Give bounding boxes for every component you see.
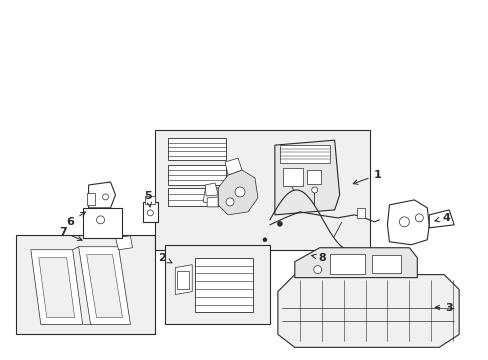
Bar	[279, 145, 329, 163]
Text: 2: 2	[158, 253, 172, 263]
Bar	[177, 271, 189, 289]
Circle shape	[277, 221, 282, 226]
Polygon shape	[428, 210, 453, 228]
Circle shape	[102, 194, 108, 200]
Text: 8: 8	[311, 253, 326, 263]
Bar	[165, 245, 269, 324]
Polygon shape	[86, 255, 122, 318]
Bar	[155, 130, 369, 250]
Circle shape	[313, 266, 321, 274]
Bar	[145, 196, 155, 204]
Bar	[168, 188, 225, 206]
Circle shape	[225, 198, 234, 206]
Bar	[168, 165, 225, 185]
Bar	[356, 208, 364, 218]
Polygon shape	[115, 236, 132, 250]
Text: 7: 7	[59, 227, 82, 240]
Bar	[329, 254, 364, 274]
Bar	[371, 255, 401, 273]
Circle shape	[414, 214, 423, 222]
Polygon shape	[386, 200, 428, 245]
Polygon shape	[277, 275, 458, 347]
Circle shape	[399, 217, 408, 227]
Text: 3: 3	[434, 302, 452, 312]
Text: 5: 5	[144, 191, 152, 207]
Polygon shape	[224, 158, 242, 175]
Bar	[168, 138, 225, 160]
Circle shape	[147, 210, 153, 216]
Circle shape	[311, 187, 317, 193]
Polygon shape	[79, 247, 130, 324]
Bar	[143, 202, 158, 222]
Bar	[86, 193, 94, 205]
Bar	[195, 258, 252, 312]
Bar	[82, 208, 122, 238]
Circle shape	[263, 238, 266, 242]
Text: 6: 6	[66, 212, 85, 227]
Polygon shape	[31, 250, 82, 324]
Polygon shape	[203, 188, 218, 205]
Text: 4: 4	[434, 213, 449, 223]
Bar	[306, 170, 320, 184]
Circle shape	[96, 216, 104, 224]
Polygon shape	[207, 197, 218, 207]
Bar	[282, 168, 302, 186]
Polygon shape	[218, 170, 258, 215]
Circle shape	[235, 187, 244, 197]
Polygon shape	[175, 265, 192, 294]
Text: 1: 1	[352, 170, 381, 184]
Polygon shape	[205, 183, 218, 196]
Polygon shape	[294, 248, 416, 278]
Polygon shape	[39, 258, 75, 318]
Polygon shape	[88, 182, 115, 208]
Bar	[16, 235, 155, 334]
Polygon shape	[274, 140, 339, 215]
